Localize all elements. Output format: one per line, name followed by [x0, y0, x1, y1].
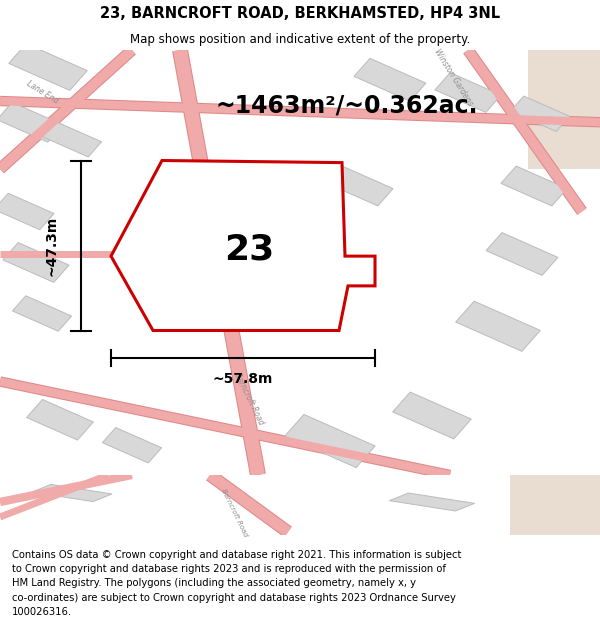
- Text: Barncroft Road: Barncroft Road: [232, 371, 266, 426]
- Text: ~47.3m: ~47.3m: [44, 216, 58, 276]
- Polygon shape: [32, 484, 112, 502]
- Polygon shape: [3, 242, 69, 282]
- Text: Contains OS data © Crown copyright and database right 2021. This information is : Contains OS data © Crown copyright and d…: [12, 550, 461, 560]
- Text: ~57.8m: ~57.8m: [213, 371, 273, 386]
- Polygon shape: [389, 493, 475, 511]
- Polygon shape: [511, 96, 569, 131]
- Polygon shape: [0, 535, 600, 625]
- Polygon shape: [13, 296, 71, 331]
- Polygon shape: [393, 392, 471, 439]
- Text: 23: 23: [224, 232, 274, 267]
- Polygon shape: [0, 102, 63, 142]
- Text: to Crown copyright and database rights 2023 and is reproduced with the permissio: to Crown copyright and database rights 2…: [12, 564, 446, 574]
- Polygon shape: [510, 475, 600, 535]
- Text: HM Land Registry. The polygons (including the associated geometry, namely x, y: HM Land Registry. The polygons (includin…: [12, 579, 416, 589]
- Polygon shape: [486, 232, 558, 276]
- Polygon shape: [528, 50, 600, 169]
- Polygon shape: [9, 44, 87, 91]
- Text: ~1463m²/~0.362ac.: ~1463m²/~0.362ac.: [216, 93, 479, 118]
- Polygon shape: [501, 166, 567, 206]
- Polygon shape: [0, 193, 54, 230]
- Polygon shape: [277, 214, 323, 243]
- Text: 23, BARNCROFT ROAD, BERKHAMSTED, HP4 3NL: 23, BARNCROFT ROAD, BERKHAMSTED, HP4 3NL: [100, 6, 500, 21]
- Text: Winston Gardens: Winston Gardens: [432, 48, 474, 108]
- Polygon shape: [327, 166, 393, 206]
- Polygon shape: [354, 58, 426, 101]
- Text: Barncroft Road: Barncroft Road: [220, 488, 248, 538]
- Polygon shape: [285, 414, 375, 468]
- Text: Map shows position and indicative extent of the property.: Map shows position and indicative extent…: [130, 32, 470, 46]
- Text: co-ordinates) are subject to Crown copyright and database rights 2023 Ordnance S: co-ordinates) are subject to Crown copyr…: [12, 592, 456, 602]
- Polygon shape: [103, 428, 161, 463]
- Polygon shape: [111, 161, 375, 331]
- Polygon shape: [43, 121, 101, 157]
- Polygon shape: [456, 301, 540, 351]
- Polygon shape: [435, 72, 501, 112]
- Text: Lane End: Lane End: [25, 79, 59, 106]
- Polygon shape: [26, 399, 94, 440]
- Text: 100026316.: 100026316.: [12, 607, 72, 617]
